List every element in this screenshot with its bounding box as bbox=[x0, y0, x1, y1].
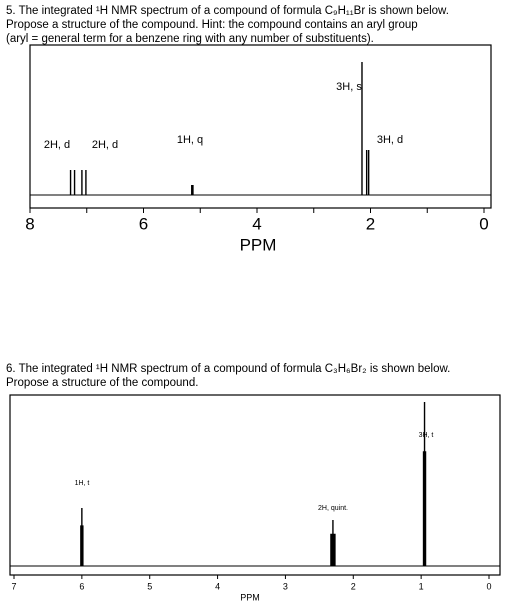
question-text: Propose a structure of the compound. bbox=[6, 377, 198, 389]
x-tick-label: 7 bbox=[11, 581, 16, 591]
peak bbox=[80, 508, 84, 566]
x-tick-label: 6 bbox=[79, 581, 84, 591]
peak bbox=[422, 402, 427, 566]
peak bbox=[191, 185, 194, 195]
x-tick-label: 4 bbox=[215, 581, 220, 591]
x-axis-label: PPM bbox=[240, 235, 277, 254]
spectrum-frame bbox=[9, 394, 501, 576]
x-tick-label: 4 bbox=[252, 214, 261, 233]
peak-label: 1H, q bbox=[177, 134, 203, 146]
peak-label: 1H, t bbox=[75, 480, 90, 487]
x-tick-label: 0 bbox=[486, 581, 491, 591]
peak-label: 2H, quint. bbox=[318, 505, 348, 512]
x-tick-label: 2 bbox=[351, 581, 356, 591]
x-tick-label: 8 bbox=[25, 214, 34, 233]
question-text: 6. The integrated ¹H NMR spectrum of a c… bbox=[6, 363, 450, 375]
peak bbox=[69, 170, 76, 195]
x-tick-label: 5 bbox=[147, 581, 152, 591]
peak-label: 3H, t bbox=[419, 432, 434, 439]
peak bbox=[365, 150, 370, 195]
peak bbox=[330, 520, 336, 566]
peak-label: 2H, d bbox=[44, 139, 70, 151]
peak-label: 3H, s bbox=[336, 81, 362, 93]
x-tick-label: 2 bbox=[366, 214, 375, 233]
x-axis-label: PPM bbox=[240, 592, 260, 602]
x-tick-label: 1 bbox=[419, 581, 424, 591]
x-tick-label: 6 bbox=[139, 214, 148, 233]
question-text: (aryl = general term for a benzene ring … bbox=[6, 33, 374, 45]
question-text: Propose a structure of the compound. Hin… bbox=[6, 19, 418, 31]
peak-label: 3H, d bbox=[377, 134, 403, 146]
question-text: 5. The integrated ¹H NMR spectrum of a c… bbox=[6, 5, 449, 17]
x-tick-label: 0 bbox=[479, 214, 488, 233]
peak bbox=[81, 170, 87, 195]
x-tick-label: 3 bbox=[283, 581, 288, 591]
spectrum-frame bbox=[29, 44, 492, 209]
peak-label: 2H, d bbox=[92, 139, 118, 151]
